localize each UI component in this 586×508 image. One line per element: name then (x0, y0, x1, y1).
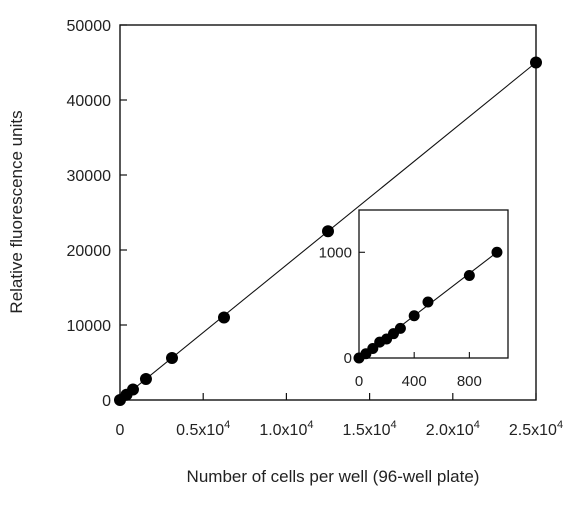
inset-y-tick-label: 0 (344, 350, 352, 367)
inset-data-point (394, 322, 406, 334)
y-tick-label: 10000 (67, 318, 112, 335)
inset-points-group (353, 246, 503, 364)
inset-x-tick-label: 400 (402, 373, 427, 390)
x-tick-label: 1.5x104 (343, 419, 397, 439)
inset-background (359, 210, 508, 358)
x-tick-label: 0.5x104 (176, 419, 230, 439)
inset-data-point (463, 270, 475, 282)
y-tick-label: 40000 (67, 93, 112, 110)
y-tick-label: 0 (102, 393, 111, 410)
y-tick-label: 30000 (67, 168, 112, 185)
x-tick-label: 0 (116, 422, 125, 439)
inset-y-tick-label: 1000 (319, 244, 352, 261)
main-data-point (166, 352, 178, 364)
x-tick-label: 2.5x104 (509, 419, 563, 439)
main-data-point (218, 311, 230, 324)
x-axis-title: Number of cells per well (96-well plate) (187, 467, 480, 486)
main-points-group (114, 56, 542, 406)
main-plot-frame (119, 24, 537, 401)
inset-frame (358, 209, 509, 359)
main-data-point (322, 225, 334, 238)
y-tick-label: 20000 (67, 243, 112, 260)
inset-x-tick-label: 800 (457, 373, 482, 390)
x-tick-label: 2.0x104 (426, 419, 480, 439)
inset-x-tick-label: 0 (355, 373, 363, 390)
inset-data-point (491, 246, 503, 258)
inset-chart: 0 1000 0 400 800 (319, 209, 509, 390)
main-data-point (139, 373, 152, 385)
inset-data-point (422, 296, 434, 308)
y-axis-title: Relative fluorescence units (7, 110, 26, 313)
x-tick-label: 1.0x104 (259, 419, 313, 439)
main-data-point (126, 383, 139, 396)
main-data-point (530, 56, 542, 69)
inset-data-point (408, 310, 420, 322)
y-tick-label: 50000 (67, 18, 112, 35)
